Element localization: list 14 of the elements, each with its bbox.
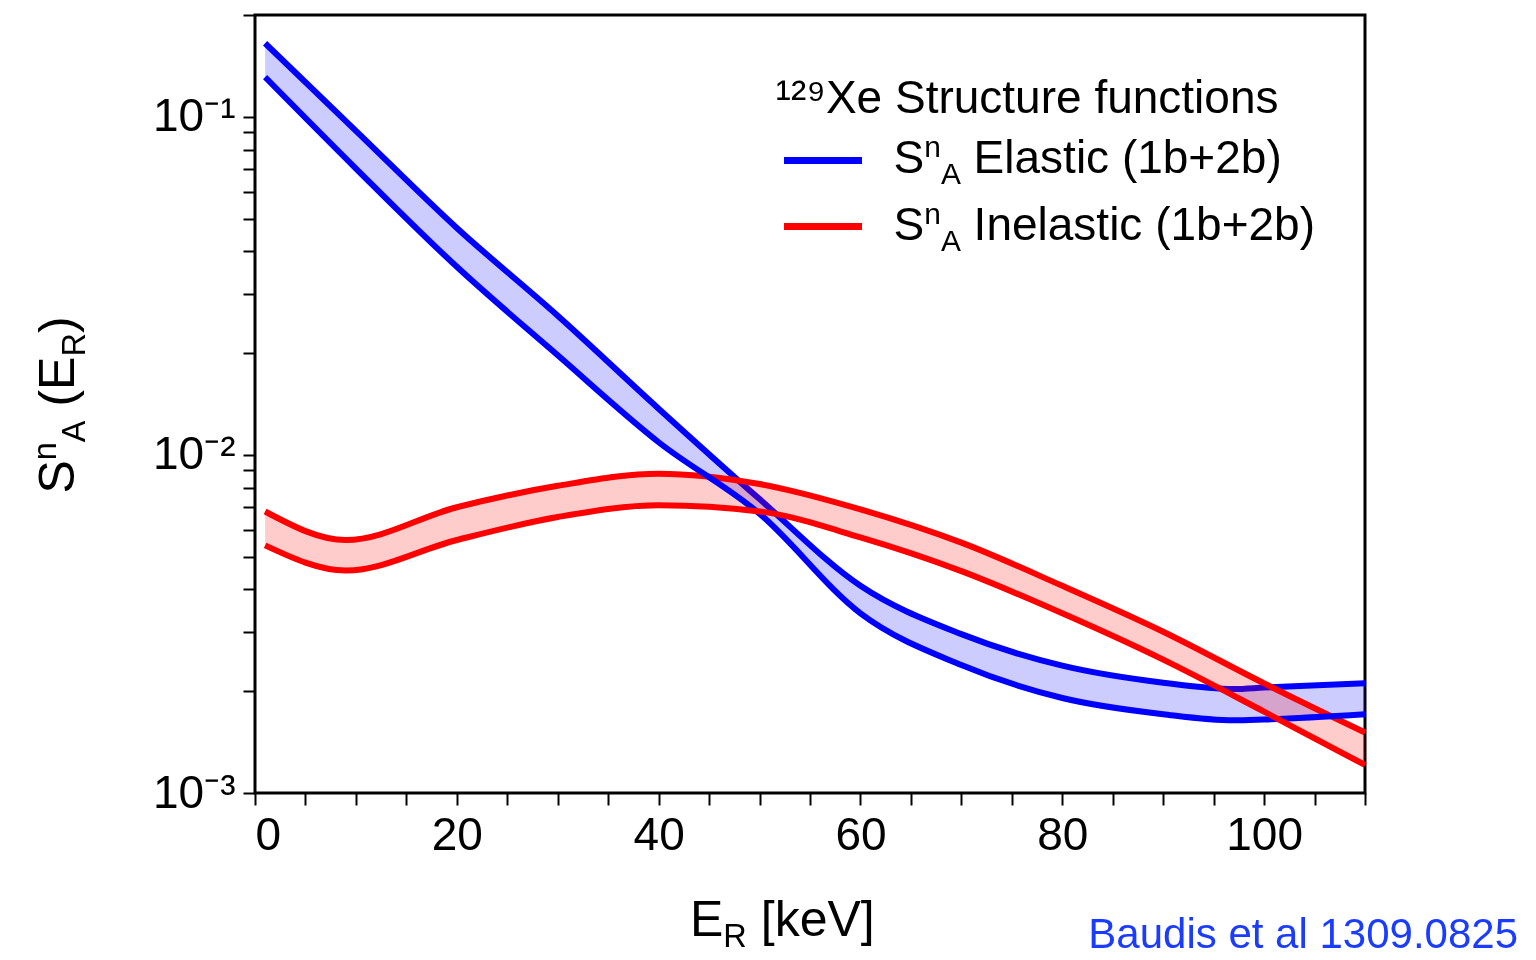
- x-tick-label: 20: [431, 807, 483, 860]
- y-tick-label: 10⁻³: [153, 765, 236, 818]
- x-tick-label: 0: [255, 807, 282, 860]
- legend-label: S$^{n}$$_{A}$ Inelastic (1b+2b): [893, 196, 1315, 258]
- x-tick-label: 60: [835, 807, 887, 860]
- x-tick-label: 100: [1226, 807, 1303, 860]
- text: Baudis et al 1309.0825: [1088, 910, 1518, 958]
- legend-title: ¹²⁹Xe Structure functions: [775, 70, 1280, 124]
- x-tick-label: 40: [633, 807, 685, 860]
- x-axis-title: E$_{R}$ [keV]: [690, 890, 875, 955]
- legend-label: S$^{n}$$_{A}$ Elastic (1b+2b): [893, 130, 1282, 191]
- y-tick-label: 10⁻¹: [153, 89, 236, 142]
- y-tick-label: 10⁻²: [153, 427, 236, 480]
- x-tick-label: 80: [1037, 807, 1089, 860]
